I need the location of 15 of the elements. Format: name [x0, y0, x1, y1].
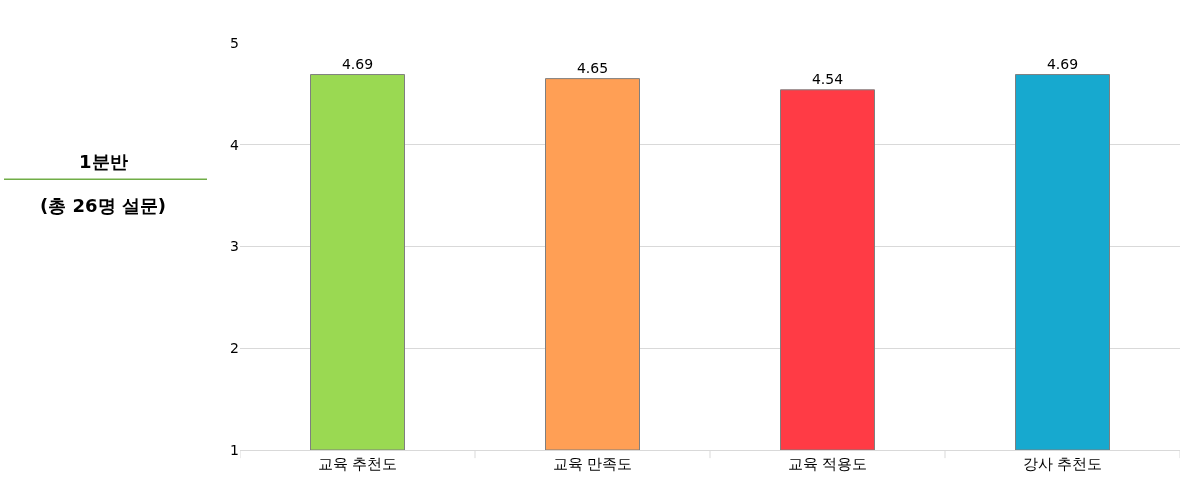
- y-tick-label: 2: [230, 340, 239, 357]
- y-tick-label: 1: [230, 441, 239, 458]
- data-label: 4.69: [1046, 55, 1079, 72]
- y-tick-label: 4: [230, 136, 240, 153]
- x-tick-label: 교육 추천도: [317, 455, 398, 473]
- data-label: 4.65: [576, 59, 609, 76]
- x-tick-label: 교육 적용도: [787, 455, 868, 473]
- data-label: 4.69: [341, 55, 374, 72]
- x-tick-label: 강사 추천도: [1022, 455, 1103, 473]
- x-tick-label: 교육 만족도: [552, 455, 633, 473]
- y-tick-label: 3: [230, 238, 239, 255]
- text: 1분반: [79, 151, 128, 172]
- text: (총 26명 설문): [40, 195, 167, 216]
- y-tick-label: 5: [230, 34, 239, 51]
- data-label: 4.54: [811, 70, 844, 87]
